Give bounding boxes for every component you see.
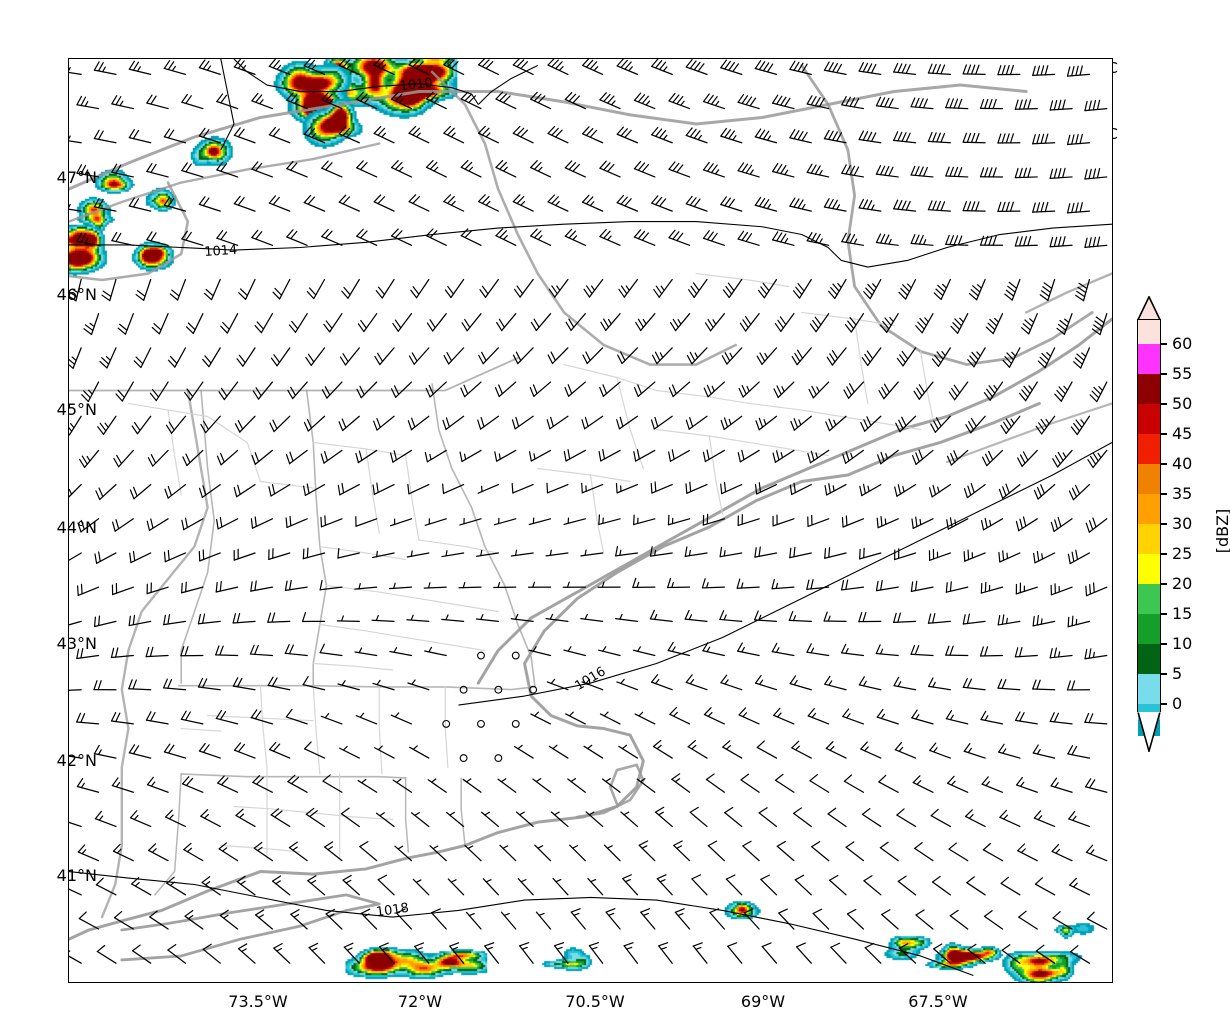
lat-tick-label: 45°N	[56, 400, 97, 419]
lat-tick-label: 41°N	[56, 866, 97, 885]
colorbar-tick-mark	[1160, 433, 1167, 435]
colorbar-tick-mark	[1160, 613, 1167, 615]
colorbar-tick-mark	[1160, 403, 1167, 405]
colorbar-band	[1138, 434, 1160, 464]
lat-tick-label: 42°N	[56, 751, 97, 770]
svg-text:1010: 1010	[399, 76, 433, 94]
colorbar-tick-mark	[1160, 463, 1167, 465]
colorbar-tick-label: 40	[1172, 454, 1193, 473]
colorbar-tick-label: 5	[1172, 664, 1183, 683]
colorbar-band	[1138, 404, 1160, 434]
svg-text:1018: 1018	[375, 901, 410, 920]
colorbar-tick-label: 35	[1172, 484, 1193, 503]
lat-tick-label: 43°N	[56, 634, 97, 653]
colorbar-over-arrow	[1137, 296, 1161, 320]
colorbar-tick-mark	[1160, 373, 1167, 375]
colorbar-tick-mark	[1160, 523, 1167, 525]
colorbar-tick-mark	[1160, 583, 1167, 585]
colorbar-under-arrow	[1137, 712, 1161, 752]
colorbar-band	[1138, 674, 1160, 704]
colorbar-tick-mark	[1160, 553, 1167, 555]
colorbar-band	[1138, 554, 1160, 584]
colorbar-tick-label: 25	[1172, 544, 1193, 563]
lat-tick-label: 47°N	[56, 168, 97, 187]
colorbar-tick-label: 30	[1172, 514, 1193, 533]
colorbar-tick-label: 55	[1172, 364, 1193, 383]
colorbar-band	[1138, 344, 1160, 374]
map-plot-frame[interactable]: 1010 1014 1016 1018	[68, 58, 1113, 983]
svg-text:1014: 1014	[204, 243, 238, 260]
colorbar-band	[1138, 464, 1160, 494]
colorbar-band	[1138, 320, 1160, 344]
colorbar-tick-mark	[1160, 643, 1167, 645]
colorbar-tick-label: 45	[1172, 424, 1193, 443]
colorbar-over-arrow-outline	[1137, 296, 1161, 320]
lat-tick-label: 46°N	[56, 285, 97, 304]
colorbar-tick-label: 10	[1172, 634, 1193, 653]
lon-tick-label: 69°W	[740, 992, 786, 1011]
lon-tick-label: 73.5°W	[228, 992, 288, 1011]
colorbar-band	[1138, 524, 1160, 554]
lon-tick-label: 72°W	[397, 992, 443, 1011]
colorbar-band	[1138, 644, 1160, 674]
colorbar-tick-label: 15	[1172, 604, 1193, 623]
colorbar-tick-label: 50	[1172, 394, 1193, 413]
colorbar-tick-mark	[1160, 343, 1167, 345]
colorbar-tick-mark	[1160, 493, 1167, 495]
lon-tick-label: 70.5°W	[565, 992, 625, 1011]
colorbar-band	[1138, 614, 1160, 644]
colorbar-tick-mark	[1160, 673, 1167, 675]
lat-tick-label: 44°N	[56, 518, 97, 537]
colorbar-axis-label: [dBZ]	[1212, 508, 1230, 554]
colorbar-tick-label: 20	[1172, 574, 1193, 593]
colorbar-band	[1138, 584, 1160, 614]
colorbar-tick-label: 60	[1172, 334, 1193, 353]
reflectivity-field	[69, 59, 1112, 982]
colorbar-under-arrow-outline	[1137, 712, 1161, 752]
colorbar-band	[1138, 374, 1160, 404]
lon-tick-label: 67.5°W	[908, 992, 968, 1011]
colorbar-band	[1138, 494, 1160, 524]
colorbar-bands	[1138, 320, 1160, 736]
reflectivity-colorbar[interactable]: 60 55 50 45 40 35 30 25 20 15 10 5 0 [dBZ]	[1134, 296, 1230, 766]
colorbar-tick-label: 0	[1172, 694, 1183, 713]
colorbar-tick-mark	[1160, 703, 1167, 705]
